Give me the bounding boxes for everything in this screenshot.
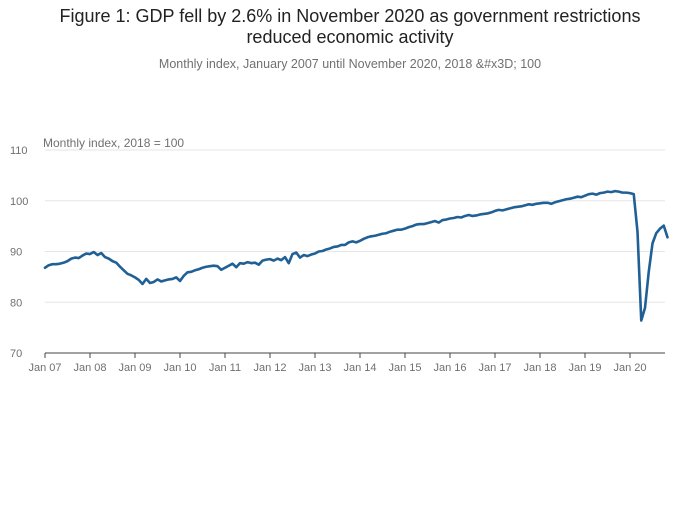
chart-subtitle: Monthly index, January 2007 until Novemb… [158, 57, 542, 71]
x-tick-label: Jan 11 [209, 362, 241, 374]
x-tick-label: Jan 13 [298, 362, 331, 374]
chart-title-line-2: reduced economic activity [246, 27, 454, 47]
x-tick-label: Jan 12 [253, 362, 286, 374]
y-tick-label: 70 [10, 348, 22, 360]
x-tick-label: Jan 17 [478, 362, 511, 374]
y-tick-labels: 70 80 90 100 110 [10, 145, 28, 360]
x-tick-label: Jan 18 [523, 362, 556, 374]
chart-title: Figure 1: GDP fell by 2.6% in November 2… [0, 6, 700, 48]
x-tick-label: Jan 16 [433, 362, 466, 374]
axes [44, 352, 665, 358]
y-tick-label: 110 [10, 145, 28, 157]
gdp-series-line [43, 189, 669, 322]
y-tick-label: 80 [10, 297, 22, 309]
x-tick-label: Jan 14 [343, 362, 376, 374]
x-tick-labels: Jan 07 Jan 08 Jan 09 Jan 10 Jan 11 Jan 12 Jan … [28, 362, 646, 374]
x-tick-label: Jan 20 [613, 362, 646, 374]
x-tick-label: Jan 10 [163, 362, 196, 374]
y-tick-label: 90 [10, 247, 22, 259]
y-tick-label: 100 [10, 196, 28, 208]
x-tick-label: Jan 07 [28, 362, 61, 374]
x-tick-label: Jan 08 [73, 362, 106, 374]
x-tick-label: Jan 09 [118, 362, 151, 374]
x-tick-label: Jan 19 [568, 362, 601, 374]
y-axis-label: Monthly index, 2018 = 100 [43, 136, 184, 150]
x-tick-label: Jan 15 [388, 362, 421, 374]
chart-title-line-1: Figure 1: GDP fell by 2.6% in November 2… [59, 6, 641, 26]
